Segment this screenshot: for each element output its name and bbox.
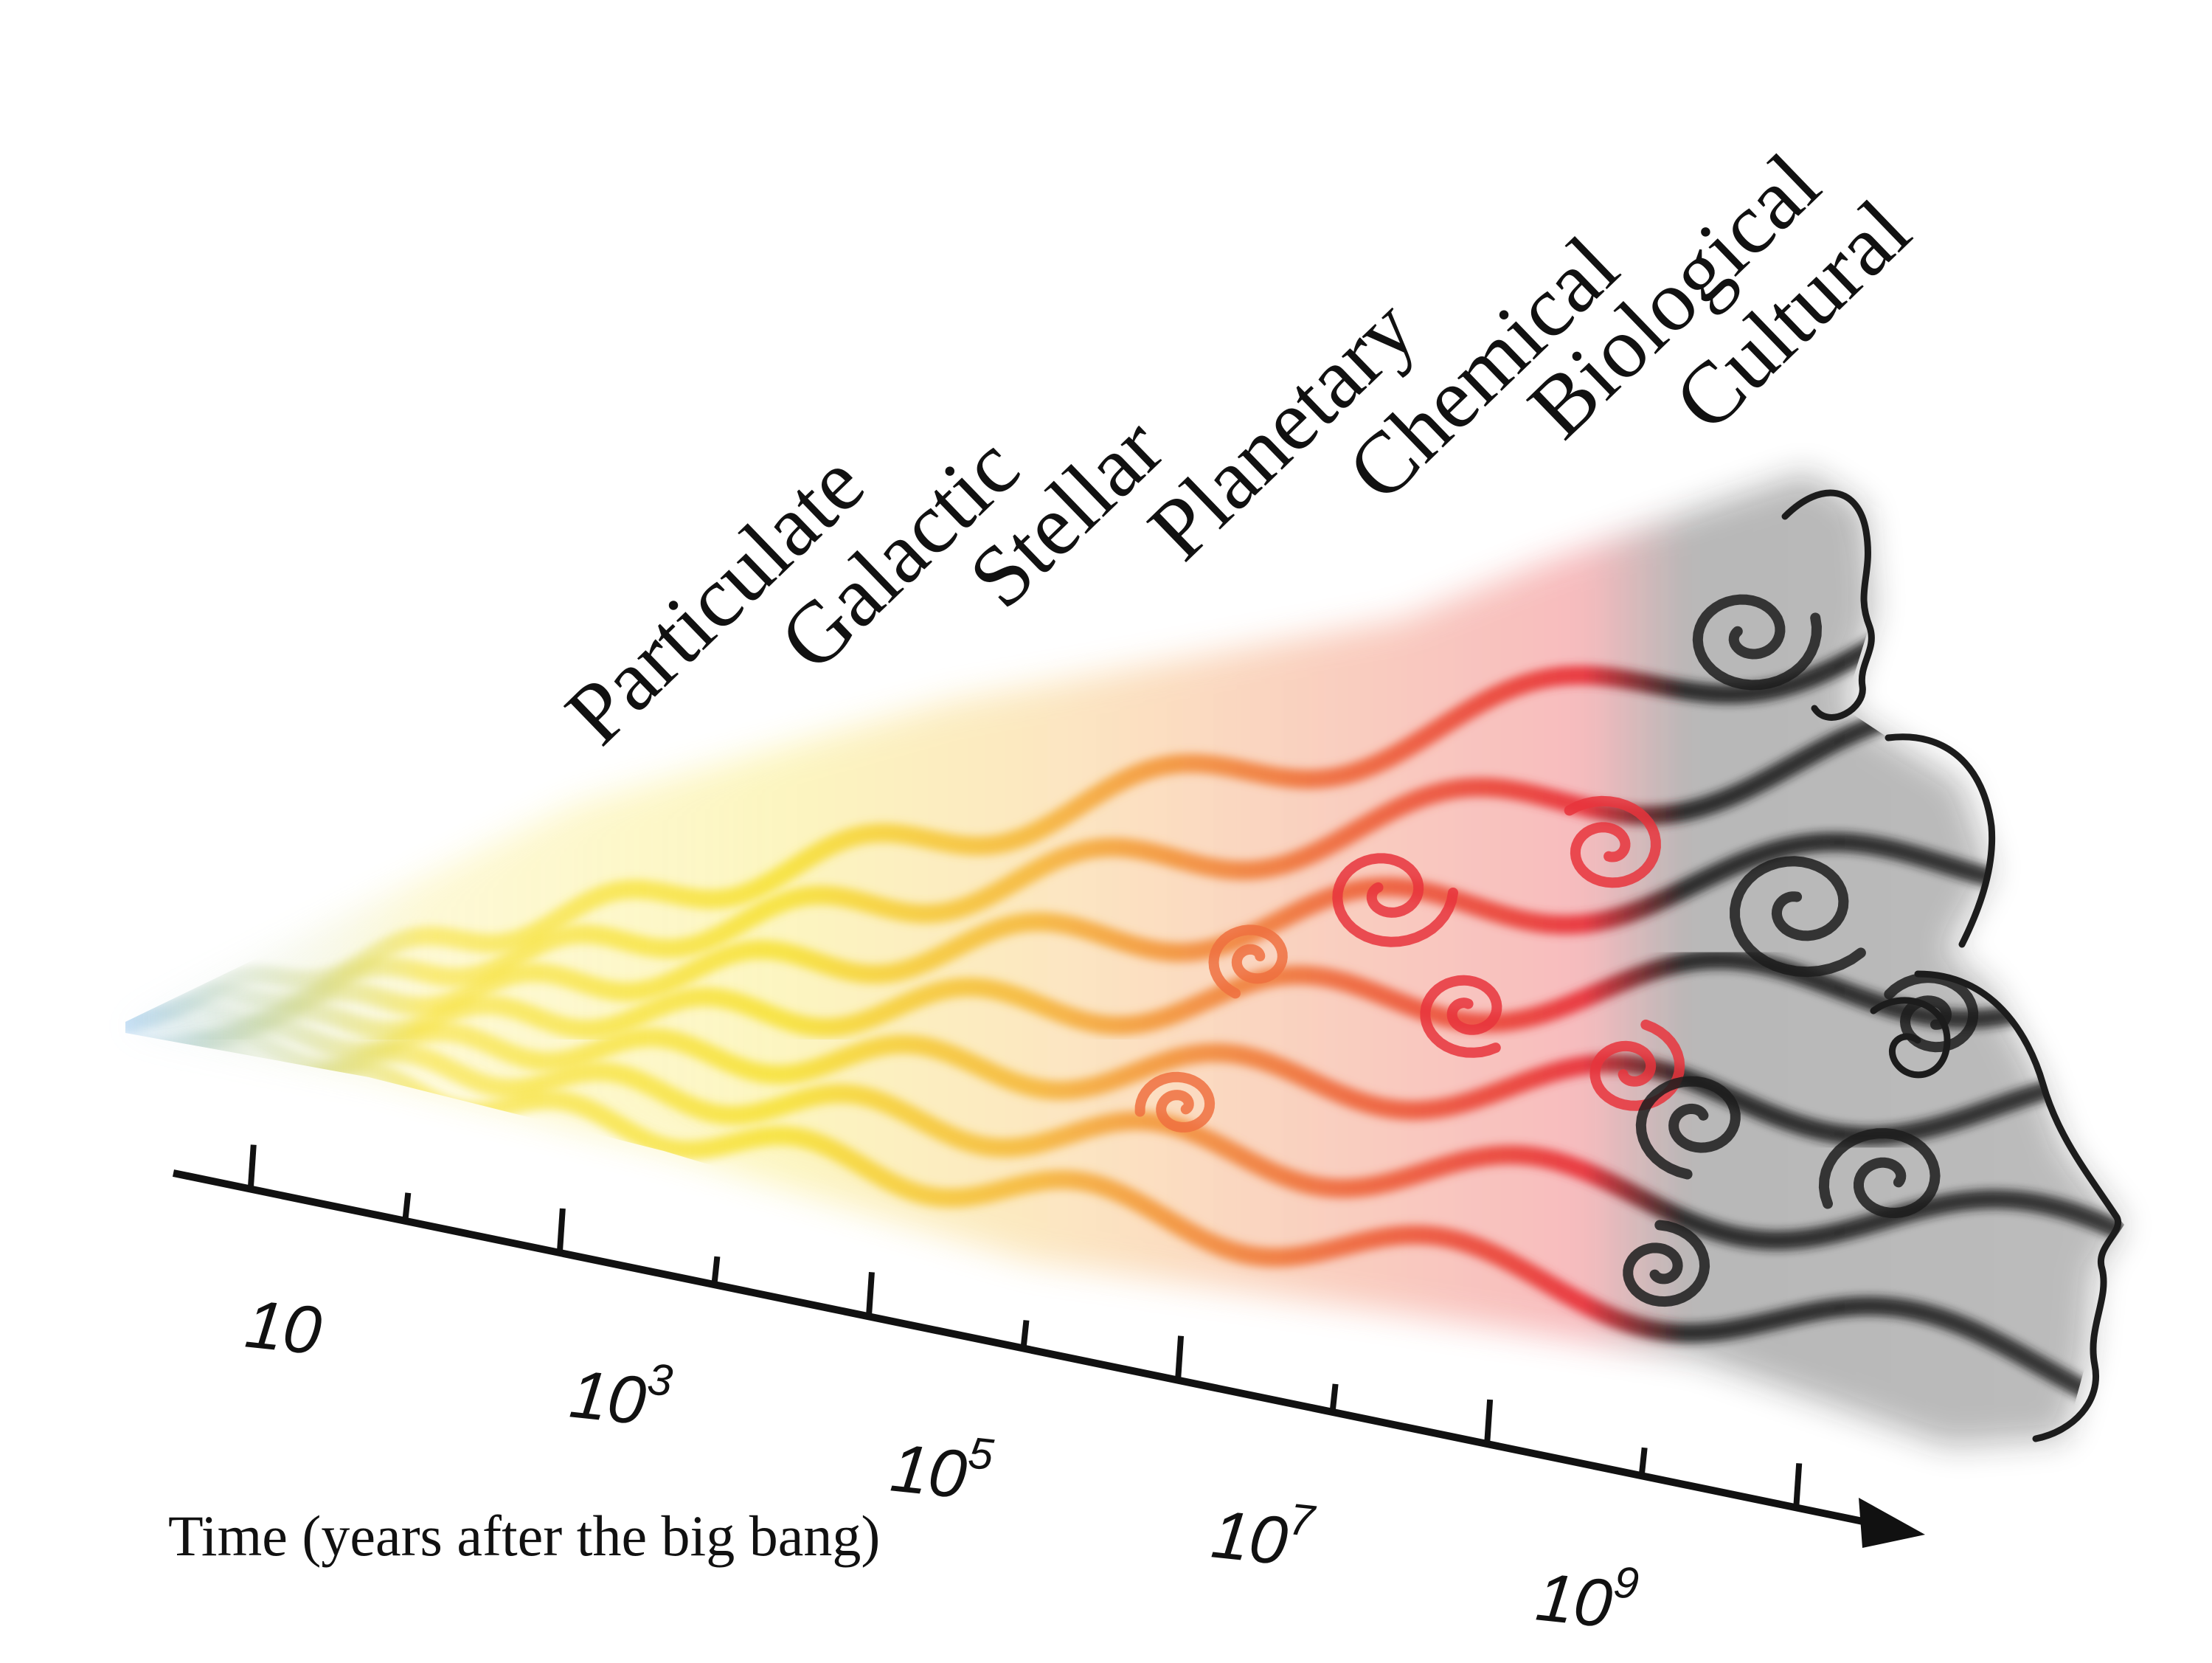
axis-tick xyxy=(1793,1463,1803,1508)
axis-tick xyxy=(1329,1383,1339,1413)
axis-tick xyxy=(247,1144,257,1189)
plume-swirl xyxy=(1208,924,1288,999)
plume-swirl xyxy=(1635,1076,1741,1180)
plume-swirl xyxy=(1692,594,1823,691)
axis-ticks xyxy=(247,1144,1803,1508)
axis-title: Time (years after the big bang) xyxy=(168,1504,880,1568)
plume-swirl xyxy=(1134,1071,1216,1133)
axis-tick xyxy=(556,1208,566,1254)
tick-label-10-3: 103 xyxy=(566,1346,675,1442)
axis-tick xyxy=(1638,1447,1648,1476)
head-silhouette-bottom xyxy=(1914,970,2122,1442)
tick-label-10-5: 105 xyxy=(887,1420,996,1516)
plume-swirl xyxy=(1420,975,1502,1058)
axis-tick xyxy=(1484,1399,1494,1445)
fetus-swirl xyxy=(1870,997,1951,1079)
axis-tick xyxy=(711,1256,721,1285)
plume-strand xyxy=(125,832,2124,1036)
axis-arrowhead xyxy=(1859,1498,1925,1548)
tick-label-10-7: 107 xyxy=(1208,1487,1319,1583)
time-axis xyxy=(172,1144,1925,1548)
head-silhouette-middle xyxy=(1885,733,1996,948)
axis-tick xyxy=(865,1272,875,1317)
plume-swirl xyxy=(1623,1220,1710,1307)
axis-tick xyxy=(402,1192,412,1222)
plume-swirl xyxy=(1564,795,1661,888)
head-silhouette-top xyxy=(1781,489,1875,721)
evolution-plume xyxy=(125,472,2124,1446)
plume-glow xyxy=(125,472,2124,1446)
plume-swirl xyxy=(1332,853,1458,947)
plume-swirl xyxy=(1818,1128,1941,1219)
axis-tick xyxy=(1020,1320,1030,1349)
head-silhouettes xyxy=(1781,489,2122,1442)
axis-tick xyxy=(1175,1335,1185,1380)
plume-strand xyxy=(125,699,2124,1032)
tick-label-10-9: 109 xyxy=(1533,1549,1641,1645)
axis-tick-labels: 10 103 105 107 109 xyxy=(242,1286,1641,1645)
plume-strand xyxy=(125,1014,2124,1147)
plume-strand xyxy=(125,550,2124,1022)
plume-swirl xyxy=(1730,856,1866,978)
tick-label-10: 10 xyxy=(242,1286,325,1369)
plume-strand xyxy=(125,1026,2124,1251)
